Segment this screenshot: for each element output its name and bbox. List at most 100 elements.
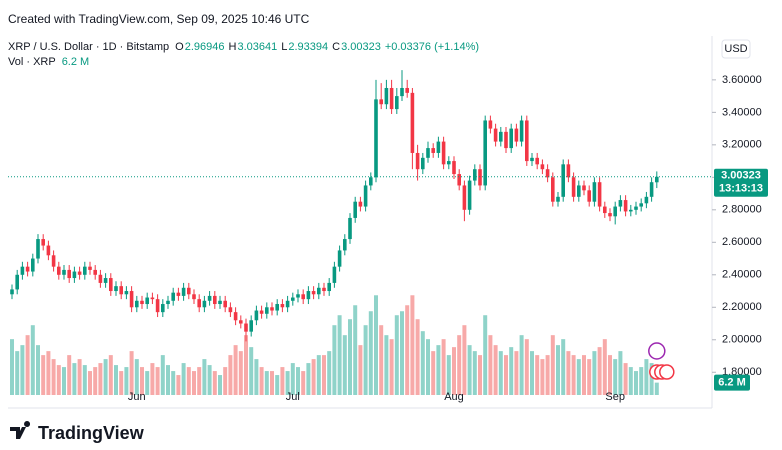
volume-bar: [597, 347, 602, 395]
volume-bar: [337, 315, 342, 395]
volume-bar: [223, 367, 228, 395]
candle-body: [51, 255, 56, 267]
volume-bar: [587, 359, 592, 395]
candle-body: [597, 182, 602, 207]
candle-body: [571, 177, 576, 197]
volume-bar: [623, 363, 628, 395]
ohlc-label: O: [175, 41, 184, 53]
volume-bar: [207, 365, 212, 395]
candle-body: [561, 164, 565, 197]
volume-bar: [400, 311, 404, 395]
volume-bar: [602, 339, 607, 395]
volume-bar: [519, 335, 524, 395]
candle-body: [296, 294, 300, 298]
candle-body: [140, 300, 144, 305]
volume-bar: [46, 351, 51, 395]
event-icon: [648, 342, 666, 360]
candle-body: [587, 190, 591, 202]
candle-body: [72, 271, 77, 279]
candle-body: [499, 131, 503, 142]
candle-body: [343, 239, 347, 251]
volume-bar: [98, 363, 103, 395]
volume-bar: [405, 305, 410, 395]
candle-body: [332, 266, 337, 283]
candle-body: [577, 185, 581, 197]
candle-body: [166, 300, 170, 305]
volume-bar: [550, 335, 555, 395]
ohlc-value: 3.03641: [237, 41, 277, 53]
volume-bar: [446, 355, 451, 395]
currency[interactable]: USD: [724, 43, 747, 55]
volume-bar: [155, 367, 160, 395]
volume-bar: [285, 371, 290, 395]
brand-logo: TradingView: [10, 421, 145, 443]
currency-box[interactable]: [721, 39, 751, 59]
candle-body: [415, 152, 420, 170]
candle-body: [93, 269, 97, 275]
volume-bar: [530, 351, 534, 395]
volume-bar: [41, 355, 46, 395]
volume-bar: [639, 367, 644, 395]
y-tick-label: 3.60000: [722, 74, 762, 86]
candle-body: [374, 99, 378, 178]
volume-bar: [197, 367, 202, 395]
candle-body: [10, 289, 14, 295]
candle-body: [473, 169, 477, 181]
volume-bar: [186, 367, 191, 395]
last-price-box: [714, 168, 768, 197]
volume-bar: [556, 345, 560, 395]
volume-bar: [420, 331, 425, 395]
candle-body: [114, 286, 118, 292]
candle-body: [514, 128, 519, 142]
candle-body: [150, 297, 155, 300]
volume-bar: [316, 355, 321, 395]
candle-body: [431, 148, 435, 153]
volume-bar: [124, 367, 129, 395]
volume-bar: [524, 339, 529, 395]
volume-bar: [62, 367, 66, 395]
candle-body: [447, 161, 451, 165]
volume-bar: [93, 367, 98, 395]
candle-body: [421, 157, 425, 170]
candle-body: [540, 164, 545, 170]
volume-bar: [358, 345, 363, 395]
volume-bar: [108, 355, 113, 395]
candle-body: [608, 213, 612, 217]
plot: 1.800002.000002.200002.400002.600002.800…: [8, 70, 768, 403]
volume-bar: [134, 359, 139, 395]
volume-bar: [238, 351, 243, 395]
volume-bar: [410, 295, 415, 395]
candle-body: [353, 201, 357, 218]
candle-body: [145, 297, 149, 305]
candle-body: [582, 185, 586, 191]
x-tick-label: Jul: [286, 391, 300, 403]
brand-name: TradingView: [38, 423, 145, 443]
volume-bar: [259, 367, 264, 395]
volume-bar: [15, 351, 20, 395]
volume-bar: [140, 367, 144, 395]
volume-bar: [462, 325, 467, 395]
volume-bar: [166, 365, 170, 395]
volume-bar: [509, 347, 514, 395]
candle-body: [384, 87, 389, 105]
volume-bar: [254, 359, 259, 395]
candle-body: [171, 292, 175, 301]
ohlc-value: 2.93394: [288, 41, 328, 53]
volume-bar: [535, 355, 540, 395]
candle-body: [551, 177, 555, 202]
volume-bar: [160, 355, 165, 395]
volume-bar: [228, 355, 233, 395]
volume-bar: [644, 359, 649, 395]
candle-body: [358, 201, 363, 207]
candle-body: [363, 185, 368, 207]
candle-body: [613, 206, 617, 217]
ohlc-value: 2.96946: [185, 41, 225, 53]
volume-bar: [472, 351, 477, 395]
volume-bar: [353, 305, 358, 395]
volume-bar: [233, 345, 238, 395]
volume-bar: [270, 371, 274, 395]
candle-body: [483, 120, 487, 186]
candle-body: [389, 87, 394, 110]
candle-body: [623, 200, 628, 212]
